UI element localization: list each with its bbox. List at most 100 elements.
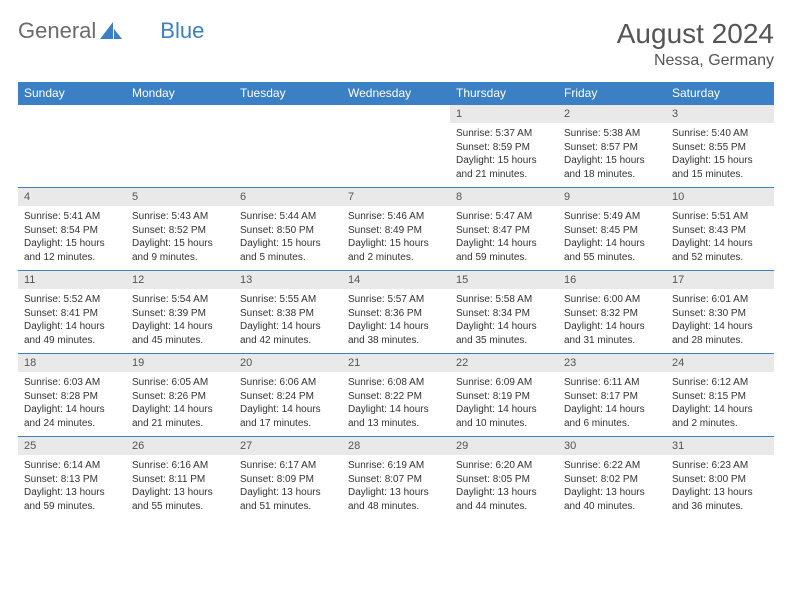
sunset-text: Sunset: 8:45 PM [564, 224, 660, 238]
day-detail-cell: Sunrise: 5:44 AMSunset: 8:50 PMDaylight:… [234, 206, 342, 271]
day-detail-row: Sunrise: 6:03 AMSunset: 8:28 PMDaylight:… [18, 372, 774, 437]
day-number-cell: 3 [666, 105, 774, 124]
day-number-cell: 26 [126, 437, 234, 456]
sunrise-text: Sunrise: 5:43 AM [132, 210, 228, 224]
sunset-text: Sunset: 8:34 PM [456, 307, 552, 321]
daylight-text-1: Daylight: 14 hours [240, 403, 336, 417]
day-detail-cell: Sunrise: 6:03 AMSunset: 8:28 PMDaylight:… [18, 372, 126, 437]
sunset-text: Sunset: 8:50 PM [240, 224, 336, 238]
day-detail-cell: Sunrise: 5:41 AMSunset: 8:54 PMDaylight:… [18, 206, 126, 271]
daylight-text-2: and 51 minutes. [240, 500, 336, 514]
sunrise-text: Sunrise: 5:40 AM [672, 127, 768, 141]
day-number-cell: 24 [666, 354, 774, 373]
daylight-text-2: and 28 minutes. [672, 334, 768, 348]
daylight-text-2: and 15 minutes. [672, 168, 768, 182]
day-detail-cell: Sunrise: 5:46 AMSunset: 8:49 PMDaylight:… [342, 206, 450, 271]
sunrise-text: Sunrise: 6:08 AM [348, 376, 444, 390]
sunrise-text: Sunrise: 6:23 AM [672, 459, 768, 473]
daylight-text-2: and 18 minutes. [564, 168, 660, 182]
brand-part1: General [18, 18, 96, 44]
brand-logo: General Blue [18, 18, 204, 44]
title-block: August 2024 Nessa, Germany [617, 18, 774, 70]
calendar-body: 123Sunrise: 5:37 AMSunset: 8:59 PMDaylig… [18, 105, 774, 520]
daylight-text-1: Daylight: 15 hours [132, 237, 228, 251]
daylight-text-1: Daylight: 15 hours [564, 154, 660, 168]
brand-part2: Blue [160, 18, 204, 44]
daylight-text-2: and 44 minutes. [456, 500, 552, 514]
daylight-text-2: and 38 minutes. [348, 334, 444, 348]
day-number-cell: 5 [126, 188, 234, 207]
sunrise-text: Sunrise: 6:14 AM [24, 459, 120, 473]
sunset-text: Sunset: 8:07 PM [348, 473, 444, 487]
daylight-text-2: and 31 minutes. [564, 334, 660, 348]
weekday-header: Thursday [450, 82, 558, 105]
daylight-text-1: Daylight: 15 hours [672, 154, 768, 168]
sunset-text: Sunset: 8:57 PM [564, 141, 660, 155]
day-detail-cell: Sunrise: 5:43 AMSunset: 8:52 PMDaylight:… [126, 206, 234, 271]
daylight-text-2: and 12 minutes. [24, 251, 120, 265]
daylight-text-1: Daylight: 14 hours [672, 403, 768, 417]
daylight-text-1: Daylight: 14 hours [456, 403, 552, 417]
sunrise-text: Sunrise: 6:00 AM [564, 293, 660, 307]
daylight-text-1: Daylight: 14 hours [240, 320, 336, 334]
sunrise-text: Sunrise: 5:49 AM [564, 210, 660, 224]
sunrise-text: Sunrise: 5:38 AM [564, 127, 660, 141]
day-number-cell: 25 [18, 437, 126, 456]
daylight-text-1: Daylight: 13 hours [456, 486, 552, 500]
daylight-text-2: and 2 minutes. [348, 251, 444, 265]
daylight-text-2: and 6 minutes. [564, 417, 660, 431]
daylight-text-2: and 13 minutes. [348, 417, 444, 431]
day-number-cell: 8 [450, 188, 558, 207]
sunrise-text: Sunrise: 5:41 AM [24, 210, 120, 224]
day-detail-cell: Sunrise: 6:05 AMSunset: 8:26 PMDaylight:… [126, 372, 234, 437]
daylight-text-2: and 45 minutes. [132, 334, 228, 348]
daylight-text-1: Daylight: 14 hours [672, 320, 768, 334]
day-detail-cell: Sunrise: 5:54 AMSunset: 8:39 PMDaylight:… [126, 289, 234, 354]
sunset-text: Sunset: 8:47 PM [456, 224, 552, 238]
daylight-text-2: and 24 minutes. [24, 417, 120, 431]
sunset-text: Sunset: 8:26 PM [132, 390, 228, 404]
day-number-cell: 14 [342, 271, 450, 290]
sunset-text: Sunset: 8:55 PM [672, 141, 768, 155]
day-number-cell: 28 [342, 437, 450, 456]
day-number-row: 11121314151617 [18, 271, 774, 290]
weekday-header: Tuesday [234, 82, 342, 105]
day-number-cell: 12 [126, 271, 234, 290]
day-detail-cell: Sunrise: 5:47 AMSunset: 8:47 PMDaylight:… [450, 206, 558, 271]
sunset-text: Sunset: 8:49 PM [348, 224, 444, 238]
sunset-text: Sunset: 8:17 PM [564, 390, 660, 404]
sunset-text: Sunset: 8:19 PM [456, 390, 552, 404]
sunrise-text: Sunrise: 6:22 AM [564, 459, 660, 473]
daylight-text-1: Daylight: 14 hours [348, 403, 444, 417]
sunset-text: Sunset: 8:28 PM [24, 390, 120, 404]
day-number-cell: 6 [234, 188, 342, 207]
sunset-text: Sunset: 8:38 PM [240, 307, 336, 321]
day-number-cell: 7 [342, 188, 450, 207]
day-detail-cell [126, 123, 234, 188]
daylight-text-2: and 9 minutes. [132, 251, 228, 265]
daylight-text-2: and 49 minutes. [24, 334, 120, 348]
sunset-text: Sunset: 8:13 PM [24, 473, 120, 487]
day-detail-cell: Sunrise: 6:09 AMSunset: 8:19 PMDaylight:… [450, 372, 558, 437]
sunrise-text: Sunrise: 6:20 AM [456, 459, 552, 473]
day-number-cell: 16 [558, 271, 666, 290]
sunrise-text: Sunrise: 5:37 AM [456, 127, 552, 141]
day-number-cell [18, 105, 126, 124]
sunset-text: Sunset: 8:15 PM [672, 390, 768, 404]
sunrise-text: Sunrise: 5:52 AM [24, 293, 120, 307]
sunset-text: Sunset: 8:24 PM [240, 390, 336, 404]
day-detail-cell: Sunrise: 6:17 AMSunset: 8:09 PMDaylight:… [234, 455, 342, 519]
sunrise-text: Sunrise: 6:06 AM [240, 376, 336, 390]
daylight-text-1: Daylight: 14 hours [348, 320, 444, 334]
sunset-text: Sunset: 8:32 PM [564, 307, 660, 321]
daylight-text-2: and 17 minutes. [240, 417, 336, 431]
day-detail-cell: Sunrise: 5:49 AMSunset: 8:45 PMDaylight:… [558, 206, 666, 271]
day-detail-cell: Sunrise: 6:11 AMSunset: 8:17 PMDaylight:… [558, 372, 666, 437]
daylight-text-1: Daylight: 14 hours [24, 403, 120, 417]
daylight-text-2: and 48 minutes. [348, 500, 444, 514]
daylight-text-2: and 21 minutes. [132, 417, 228, 431]
sunrise-text: Sunrise: 5:57 AM [348, 293, 444, 307]
day-number-cell: 1 [450, 105, 558, 124]
daylight-text-1: Daylight: 13 hours [348, 486, 444, 500]
day-detail-cell [18, 123, 126, 188]
